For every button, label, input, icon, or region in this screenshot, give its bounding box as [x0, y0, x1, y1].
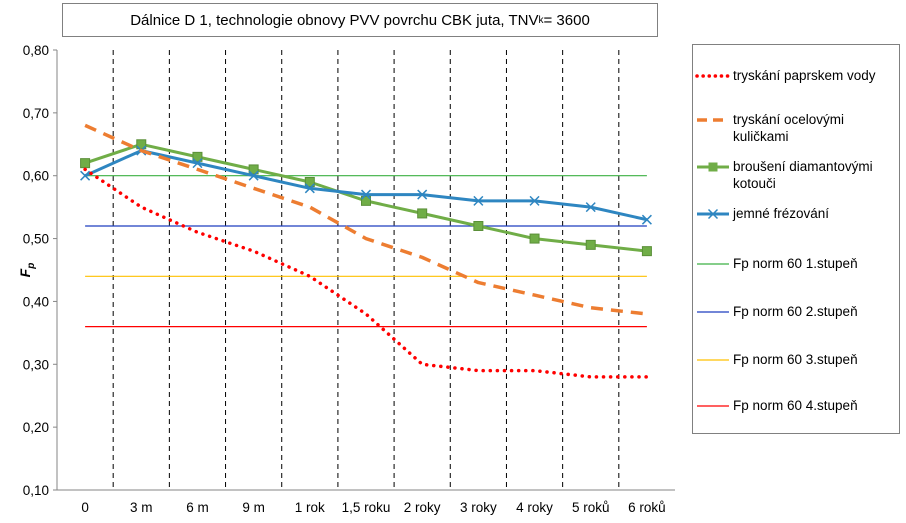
- series-0-line: [83, 167, 649, 379]
- tick-labels: 0,10 0,20 0,30 0,40 0,50 0,60 0,70 0,80 0 3 m 6 m 9…: [23, 43, 666, 515]
- reference-lines: [85, 175, 647, 328]
- data-point-marker: [529, 195, 540, 206]
- data-point-marker: [585, 239, 596, 250]
- data-point-marker: [417, 189, 428, 200]
- data-point-marker: [641, 214, 652, 225]
- legend-swatch: [697, 311, 729, 313]
- chart-title-main: Dálnice D 1, technologie obnovy PVV povr…: [130, 11, 539, 29]
- axes: [53, 49, 675, 491]
- y-tick-label: 0,20: [23, 420, 49, 435]
- x-tick-label: 4 roky: [516, 500, 553, 515]
- x-tick-label: 3 m: [130, 500, 153, 515]
- series-0: [83, 167, 649, 379]
- legend-label: tryskání paprskem vody: [733, 68, 876, 83]
- chart-title: Dálnice D 1, technologie obnovy PVV povr…: [62, 3, 658, 37]
- series-1: [84, 123, 648, 316]
- y-tick-label: 0,60: [23, 169, 49, 184]
- data-point-marker: [360, 189, 372, 200]
- data-point-marker: [248, 170, 259, 181]
- x-tick-label: 3 roky: [460, 500, 497, 515]
- legend-label: Fp norm 60 3.stupeň: [733, 352, 858, 367]
- x-tick-label: 9 m: [242, 500, 265, 515]
- y-tick-label: 0,50: [23, 232, 49, 247]
- chart-title-end: = 3600: [543, 11, 590, 29]
- data-point-marker: [473, 221, 484, 231]
- x-tick-label: 5 roků: [572, 500, 610, 515]
- data-point-marker: [473, 195, 484, 206]
- x-tick-label: 0: [81, 500, 89, 515]
- data-series: [80, 123, 652, 379]
- legend-swatch: [697, 118, 729, 122]
- data-point-marker: [80, 170, 91, 181]
- legend-label: broušení diamantovými kotouči: [733, 159, 873, 191]
- x-tick-label: 1,5 roku: [342, 500, 391, 515]
- legend-label: Fp norm 60 1.stupeň: [733, 256, 858, 271]
- data-point-marker: [192, 158, 203, 169]
- legend-swatch: [695, 74, 731, 78]
- y-tick-label: 0,70: [23, 106, 49, 121]
- series-2: [80, 139, 652, 257]
- x-tick-label: 6 m: [186, 500, 209, 515]
- legend-label: tryskání ocelovými kuličkami: [733, 112, 845, 144]
- x-tick-label: 1 rok: [295, 500, 325, 515]
- y-tick-label: 0,30: [23, 357, 49, 372]
- series-3: [80, 145, 652, 225]
- legend-swatch: [697, 162, 729, 172]
- data-point-marker: [192, 151, 203, 162]
- chart-title-subscript: k: [538, 14, 544, 26]
- data-point-marker: [417, 208, 428, 219]
- data-point-marker: [529, 233, 540, 244]
- y-axis-label: Fp: [17, 263, 37, 278]
- legend-label: Fp norm 60 4.stupeň: [733, 398, 858, 413]
- data-point-marker: [80, 158, 91, 169]
- y-tick-label: 0,10: [23, 483, 49, 498]
- legend-swatch: [697, 208, 729, 220]
- legend-swatch: [697, 359, 729, 361]
- data-point-marker: [585, 202, 596, 213]
- legend-label: jemné frézování: [733, 206, 830, 221]
- grid-lines: [112, 50, 620, 490]
- y-tick-label: 0,80: [23, 43, 49, 58]
- data-point-marker: [248, 164, 259, 175]
- x-tick-label: 6 roků: [628, 500, 666, 515]
- legend-label: Fp norm 60 2.stupeň: [733, 304, 858, 319]
- x-tick-label: 2 roky: [404, 500, 441, 515]
- legend-swatch: [697, 263, 729, 265]
- data-point-marker: [641, 246, 652, 257]
- y-tick-label: 0,40: [23, 294, 49, 309]
- data-point-marker: [304, 183, 315, 194]
- series-1-line: [84, 123, 648, 316]
- legend: tryskání paprskem vody tryskání ocelovými…: [692, 44, 900, 434]
- data-point-marker: [361, 195, 371, 206]
- data-point-marker: [304, 177, 315, 187]
- legend-swatch: [697, 405, 729, 407]
